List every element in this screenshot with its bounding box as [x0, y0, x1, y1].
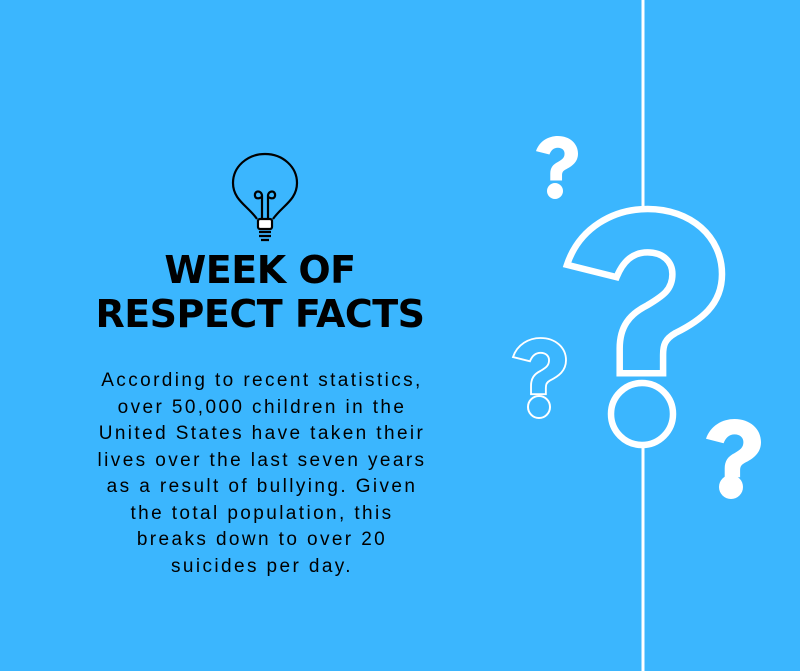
fact-line: the total population, this	[130, 502, 394, 524]
large-outline-question-mark-icon	[567, 209, 722, 449]
page-title: WEEK OF RESPECT FACTS	[40, 248, 480, 336]
fact-line: suicides per day.	[171, 555, 353, 577]
fact-line: as a result of bullying. Given	[106, 476, 418, 497]
divider-line-top	[641, 0, 645, 212]
fact-paragraph: According to recent statistics, over 50,…	[40, 368, 484, 580]
title-line-1: WEEK OF	[164, 248, 356, 292]
small-filled-question-mark-icon	[536, 136, 578, 199]
title-line-2: RESPECT FACTS	[95, 292, 425, 336]
filled-question-mark-icon	[706, 419, 761, 499]
fact-line: lives over the last seven years	[97, 449, 427, 471]
fact-line: over 50,000 children in the	[117, 396, 407, 418]
lightbulb-icon	[231, 152, 299, 242]
fact-line: United States have taken their	[98, 423, 426, 444]
fact-line: breaks down to over 20	[136, 529, 388, 550]
small-outline-question-mark-icon	[512, 337, 567, 419]
fact-line: According to recent statistics,	[101, 370, 423, 391]
divider-line-bottom	[641, 445, 645, 671]
